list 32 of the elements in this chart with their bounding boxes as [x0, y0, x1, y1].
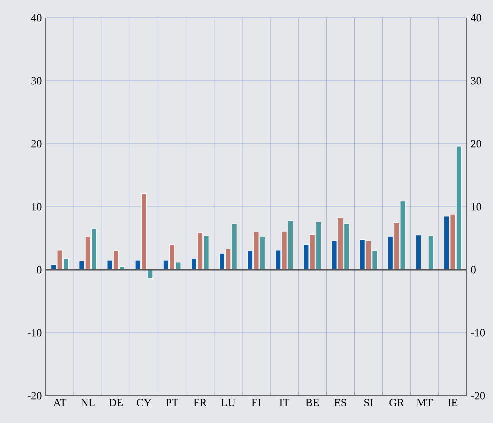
x-tick-label: DE: [109, 399, 123, 406]
x-tick-label: IT: [280, 399, 290, 406]
x-tick-label: FI: [252, 399, 261, 406]
y2-tick-label: 10: [472, 203, 482, 211]
bar: [148, 270, 154, 280]
x-tick-label: IE: [448, 399, 458, 406]
y2-tick-label: -20: [471, 392, 486, 400]
x-tick-label: LU: [221, 399, 236, 406]
x-tick-label: CY: [137, 399, 152, 407]
x-tick-label: BE: [306, 399, 320, 406]
x-tick-label: FR: [194, 399, 208, 406]
y2-tick-label: 30: [471, 77, 482, 85]
bar: [416, 235, 422, 270]
y-tick-label: 20: [32, 140, 42, 148]
bar: [428, 236, 434, 270]
x-tick-label: SI: [364, 399, 374, 407]
x-tick-label: ES: [334, 399, 346, 407]
y-tick-label: 10: [32, 203, 42, 211]
y-tick-label: -10: [28, 329, 42, 337]
x-tick-label: AT: [53, 399, 67, 406]
y2-tick-label: 20: [471, 140, 482, 148]
y2-tick-label: 40: [471, 14, 482, 22]
y2-tick-label: -10: [471, 329, 486, 337]
x-tick-label: PT: [166, 399, 179, 406]
y-tick-label: -20: [28, 392, 42, 400]
x-tick-label: GR: [390, 399, 404, 407]
x-tick-label: MT: [417, 399, 433, 406]
y-tick-label: 30: [32, 77, 42, 85]
y-tick-label: 0: [37, 266, 42, 274]
y2-tick-label: 0: [471, 266, 476, 274]
y-tick-label: 40: [31, 14, 42, 22]
x-tick-label: NL: [81, 399, 95, 406]
